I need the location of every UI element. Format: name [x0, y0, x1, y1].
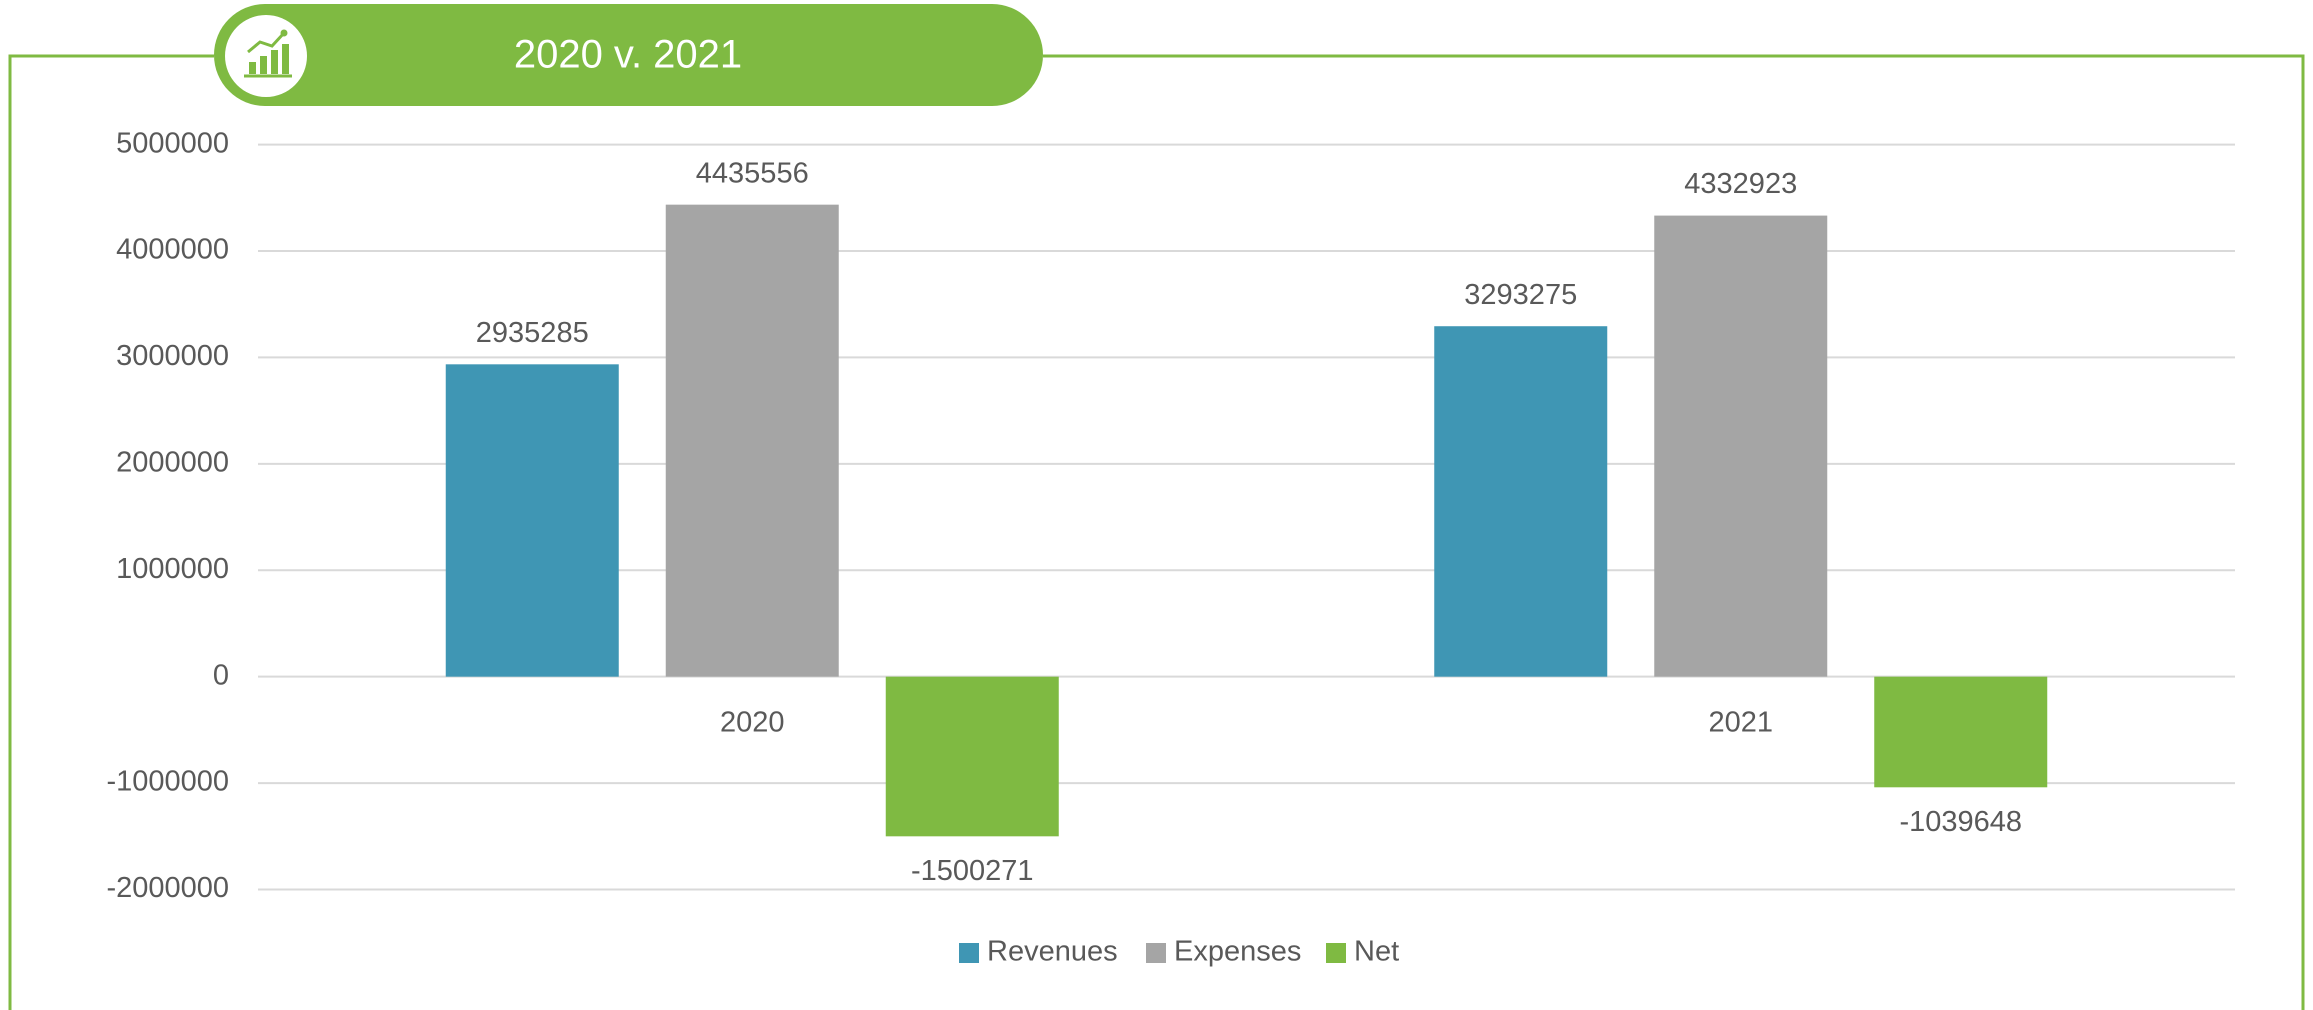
y-tick-label: -2000000: [106, 872, 229, 904]
data-label: -1500271: [911, 855, 1034, 887]
data-label: 4435556: [696, 157, 809, 189]
y-tick-label: 2000000: [116, 446, 229, 478]
legend-swatch: [1326, 943, 1346, 963]
chart-title: 2020 v. 2021: [514, 33, 742, 77]
bar: [1654, 215, 1828, 677]
bar: [445, 364, 619, 677]
title-pill: [214, 4, 1043, 106]
data-label: 3293275: [1464, 279, 1577, 311]
y-tick-label: 4000000: [116, 234, 229, 266]
data-label: 2935285: [476, 317, 589, 349]
title-icon: [225, 15, 307, 97]
y-tick-label: 0: [213, 659, 229, 691]
y-tick-label: 3000000: [116, 340, 229, 372]
x-tick-label: 2020: [720, 707, 785, 739]
y-tick-label: 1000000: [116, 553, 229, 585]
bar: [665, 204, 839, 677]
frame: [8, 54, 2305, 1010]
legend-label: Revenues: [987, 936, 1118, 968]
bar: [1434, 326, 1608, 677]
y-tick-label: 5000000: [116, 127, 229, 159]
x-tick-label: 2021: [1708, 707, 1773, 739]
bar: [1874, 676, 2048, 788]
y-tick-label: -1000000: [106, 766, 229, 798]
legend-swatch: [1146, 943, 1166, 963]
data-label: -1039648: [1899, 806, 2022, 838]
legend-label: Expenses: [1174, 936, 1301, 968]
legend-label: Net: [1354, 936, 1399, 968]
data-label: 4332923: [1684, 168, 1797, 200]
bar: [885, 676, 1059, 837]
legend-swatch: [959, 943, 979, 963]
